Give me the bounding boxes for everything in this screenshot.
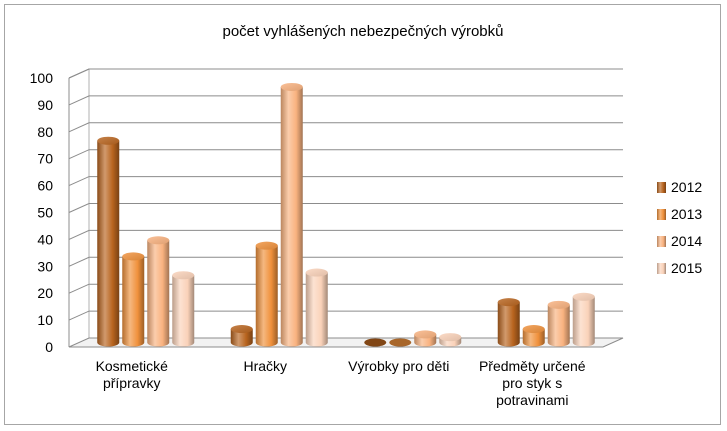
gridline [68, 203, 623, 213]
y-tick-label: 90 [37, 97, 53, 113]
gridline [68, 95, 623, 106]
x-axis-labels: Kosmetické přípravky Hračky Výrobky pro dět… [96, 358, 586, 408]
legend-item-2015: 2015 [657, 260, 702, 276]
bar-2013-3 [522, 325, 545, 347]
x-tick-label: Kosmetické přípravky [96, 358, 169, 391]
y-axis-ticks: 0 10 20 30 40 50 60 70 80 90 100 [30, 70, 54, 355]
legend-label: 2012 [671, 179, 702, 195]
y-tick-label: 30 [37, 258, 53, 274]
bar-2012-1 [230, 325, 253, 347]
y-tick-label: 20 [37, 285, 53, 301]
y-tick-label: 50 [37, 205, 53, 221]
y-tick-label: 80 [37, 124, 53, 140]
legend-swatch [657, 263, 666, 274]
bar-2012-2 [364, 338, 387, 347]
gridline [68, 283, 623, 294]
bar-2013-1 [255, 241, 278, 347]
legend-label: 2015 [671, 260, 702, 276]
legend-item-2013: 2013 [657, 206, 702, 222]
y-tick-label: 0 [45, 339, 53, 355]
bar-2012-3 [497, 298, 520, 347]
bar-2015-3 [572, 292, 595, 347]
chart-title: počet vyhlášených nebezpečných výrobků [222, 23, 503, 40]
gridline [68, 229, 623, 240]
bar-2014-0 [147, 236, 170, 347]
y-tick-label: 60 [37, 178, 53, 194]
legend-label: 2013 [671, 206, 702, 222]
x-tick-label: Hračky [243, 358, 287, 374]
y-tick-label: 70 [37, 151, 53, 167]
y-tick-label: 40 [37, 231, 53, 247]
gridline [68, 310, 623, 321]
x-tick-label: Výrobky pro děti [348, 358, 449, 374]
y-tick-label: 10 [37, 312, 53, 328]
bar-2012-0 [97, 136, 120, 347]
bar-2013-2 [389, 338, 412, 347]
bar-2013-0 [122, 252, 145, 347]
bar-2015-0 [172, 271, 195, 347]
bar-2015-1 [305, 268, 328, 347]
chart-frame [4, 4, 721, 425]
bar-2014-3 [547, 300, 570, 347]
bar-2014-1 [280, 82, 303, 347]
gridline [68, 256, 623, 267]
legend-item-2014: 2014 [657, 233, 702, 249]
gridline [68, 149, 623, 160]
legend-swatch [657, 236, 666, 247]
gridlines [68, 68, 623, 321]
gridline [68, 122, 623, 133]
back-wall-top [68, 68, 623, 79]
bars [97, 82, 595, 347]
legend-swatch [657, 182, 666, 193]
bar-2014-2 [414, 330, 437, 347]
bar-2015-2 [439, 333, 462, 347]
legend-item-2012: 2012 [657, 179, 702, 195]
legend: 2012 2013 2014 2015 [657, 179, 702, 276]
legend-label: 2014 [671, 233, 702, 249]
gridline [68, 68, 623, 79]
x-tick-label: Předměty určené pro styk s potravinami [479, 358, 586, 408]
y-tick-label: 100 [30, 70, 54, 86]
gridline [68, 176, 623, 187]
legend-swatch [657, 209, 666, 220]
chart-floor [68, 337, 624, 348]
